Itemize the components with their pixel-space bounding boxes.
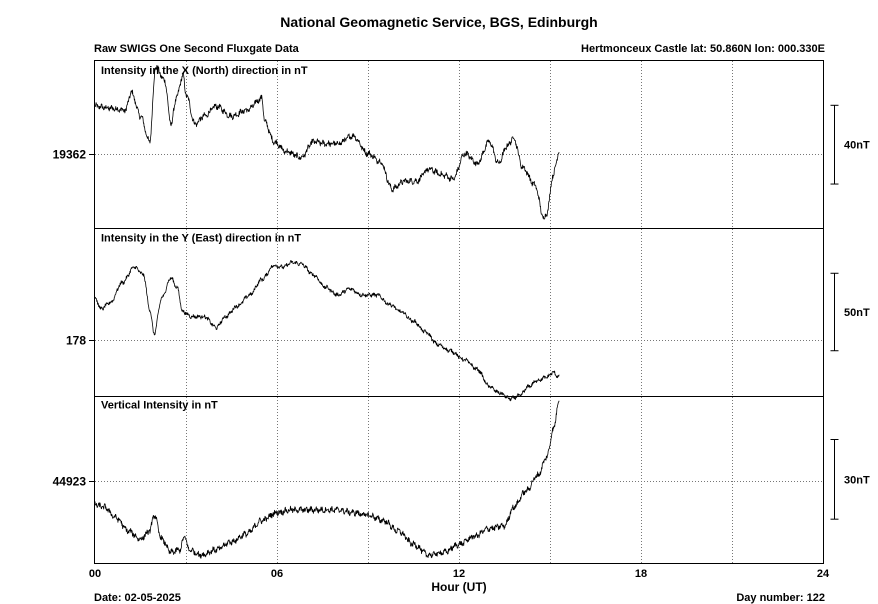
x-tick-label: 12: [453, 568, 465, 580]
grid-lines: [94, 61, 824, 563]
panels: 19362 Intensity in the X (North) directio…: [53, 65, 870, 559]
chart-title: National Geomagnetic Service, BGS, Edinb…: [280, 14, 598, 30]
plot-frame: [94, 60, 824, 564]
station-info: Hertmonceux Castle lat: 50.860N lon: 000…: [581, 43, 825, 55]
date-label: Date: 02-05-2025: [94, 592, 181, 604]
trace-line: [94, 260, 560, 402]
x-axis: 00 06 12 18 24: [89, 568, 830, 580]
trace-line: [94, 65, 560, 220]
panel-title: Vertical Intensity in nT: [101, 400, 218, 412]
scale-label: 50nT: [844, 307, 870, 319]
scale-label: 40nT: [844, 140, 870, 152]
panel-title: Intensity in the X (North) direction in …: [101, 65, 308, 77]
x-tick-label: 06: [271, 568, 283, 580]
baseline-label: 44923: [53, 475, 87, 489]
trace-line: [94, 400, 560, 559]
x-axis-label: Hour (UT): [431, 580, 486, 594]
panel-title: Intensity in the Y (East) direction in n…: [101, 232, 301, 244]
scale-bar: [830, 438, 839, 520]
baseline-label: 178: [66, 334, 86, 348]
scale-label: 30nT: [844, 474, 870, 486]
x-tick-label: 24: [817, 568, 830, 580]
scale-bar: [830, 104, 839, 185]
day-number-label: Day number: 122: [736, 592, 825, 604]
x-tick-label: 00: [89, 568, 101, 580]
chart-subtitle: Raw SWIGS One Second Fluxgate Data: [94, 43, 299, 55]
scale-bar: [830, 272, 839, 352]
baseline-label: 19362: [53, 148, 87, 162]
x-tick-label: 18: [635, 568, 647, 580]
